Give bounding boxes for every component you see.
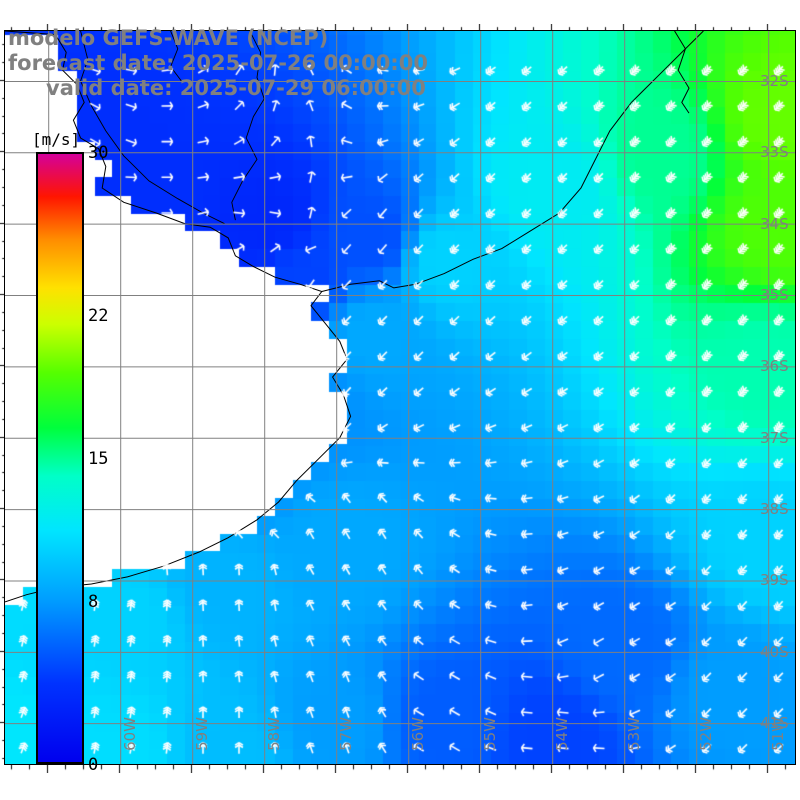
colorbar-gradient — [36, 152, 84, 764]
colorbar-tick-0: 0 — [88, 755, 99, 775]
map-plot-area — [4, 30, 796, 765]
colorbar-tick-22: 22 — [88, 306, 109, 327]
left-axis-ticks — [0, 30, 5, 765]
colorbar-tick-30: 30 — [88, 143, 109, 163]
wind-speed-field — [5, 31, 795, 764]
colorbar-tick-8: 8 — [88, 591, 99, 612]
top-axis-ticks — [4, 24, 796, 31]
colorbar-tick-15: 15 — [88, 449, 109, 469]
colorbar — [36, 152, 84, 764]
bottom-axis-ticks — [4, 765, 796, 773]
colorbar-unit-label: [m/s] — [32, 130, 81, 149]
